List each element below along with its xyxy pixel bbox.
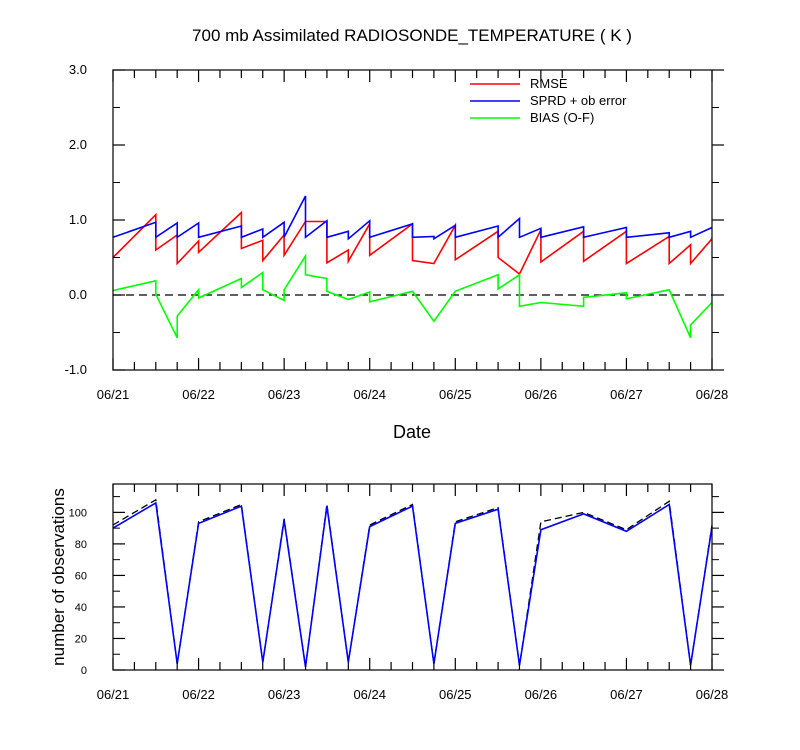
bottom-y-tick-label: 100 [69,507,87,519]
top-series-line-rmse [112,210,713,276]
bottom-x-tick-label: 06/21 [97,687,130,702]
legend-label-rmse: RMSE [530,76,568,91]
bottom-y-tick-label: 0 [81,665,87,677]
top-series-line-sprd-ob-error [112,195,713,241]
bottom-axes: 06/21 06/22 06/23 06/24 06/25 06/26 06/27 06/28… [69,484,729,702]
top-x-axis-title: Date [393,422,431,442]
top-x-tick-label: 06/28 [696,387,729,402]
top-series-line-bias-o-f [112,253,713,339]
bottom-x-tick-label: 06/27 [610,687,643,702]
bottom-chart: 06/21 06/22 06/23 06/24 06/25 06/26 06/27 06/28… [49,483,729,702]
top-y-tick-label: 3.0 [69,62,87,77]
top-x-tick-label: 06/25 [439,387,472,402]
bottom-x-tick-label: 06/28 [696,687,729,702]
bottom-x-tick-label: 06/22 [182,687,215,702]
top-y-tick-label: 1.0 [69,212,87,227]
bottom-x-tick-label: 06/25 [439,687,472,702]
bottom-y-tick-label: 40 [75,602,87,614]
bottom-y-tick-label: 80 [75,539,87,551]
legend-label-bias: BIAS (O-F) [530,110,594,125]
top-x-tick-label: 06/21 [97,387,130,402]
top-axes: 06/21 06/22 06/23 06/24 06/25 06/26 06/27 06/28… [65,62,729,402]
bottom-x-tick-label: 06/26 [525,687,558,702]
bottom-x-tick-label: 06/24 [353,687,386,702]
bottom-series-line-series-0 [112,498,713,667]
top-x-tick-label: 06/22 [182,387,215,402]
top-x-tick-label: 06/23 [268,387,301,402]
top-chart-marks [112,195,713,339]
top-y-tick-label: 2.0 [69,137,87,152]
legend-label-sprd: SPRD + ob error [530,93,627,108]
top-x-tick-label: 06/27 [610,387,643,402]
top-x-tick-label: 06/26 [525,387,558,402]
top-x-tick-label: 06/24 [353,387,386,402]
top-plot-frame [112,69,713,371]
bottom-series-line-series-1 [112,501,713,667]
bottom-y-tick-label: 20 [75,633,87,645]
top-legend: RMSE SPRD + ob error BIAS (O-F) [470,76,627,125]
top-chart-title: 700 mb Assimilated RADIOSONDE_TEMPERATUR… [192,26,632,45]
top-chart: 06/21 06/22 06/23 06/24 06/25 06/26 06/27 06/28… [65,62,729,442]
bottom-y-axis-title: number of observations [49,488,68,666]
top-y-tick-label: -1.0 [65,362,87,377]
bottom-chart-marks [112,498,713,667]
bottom-x-tick-label: 06/23 [268,687,301,702]
top-y-tick-label: 0.0 [69,287,87,302]
bottom-y-tick-label: 60 [75,570,87,582]
